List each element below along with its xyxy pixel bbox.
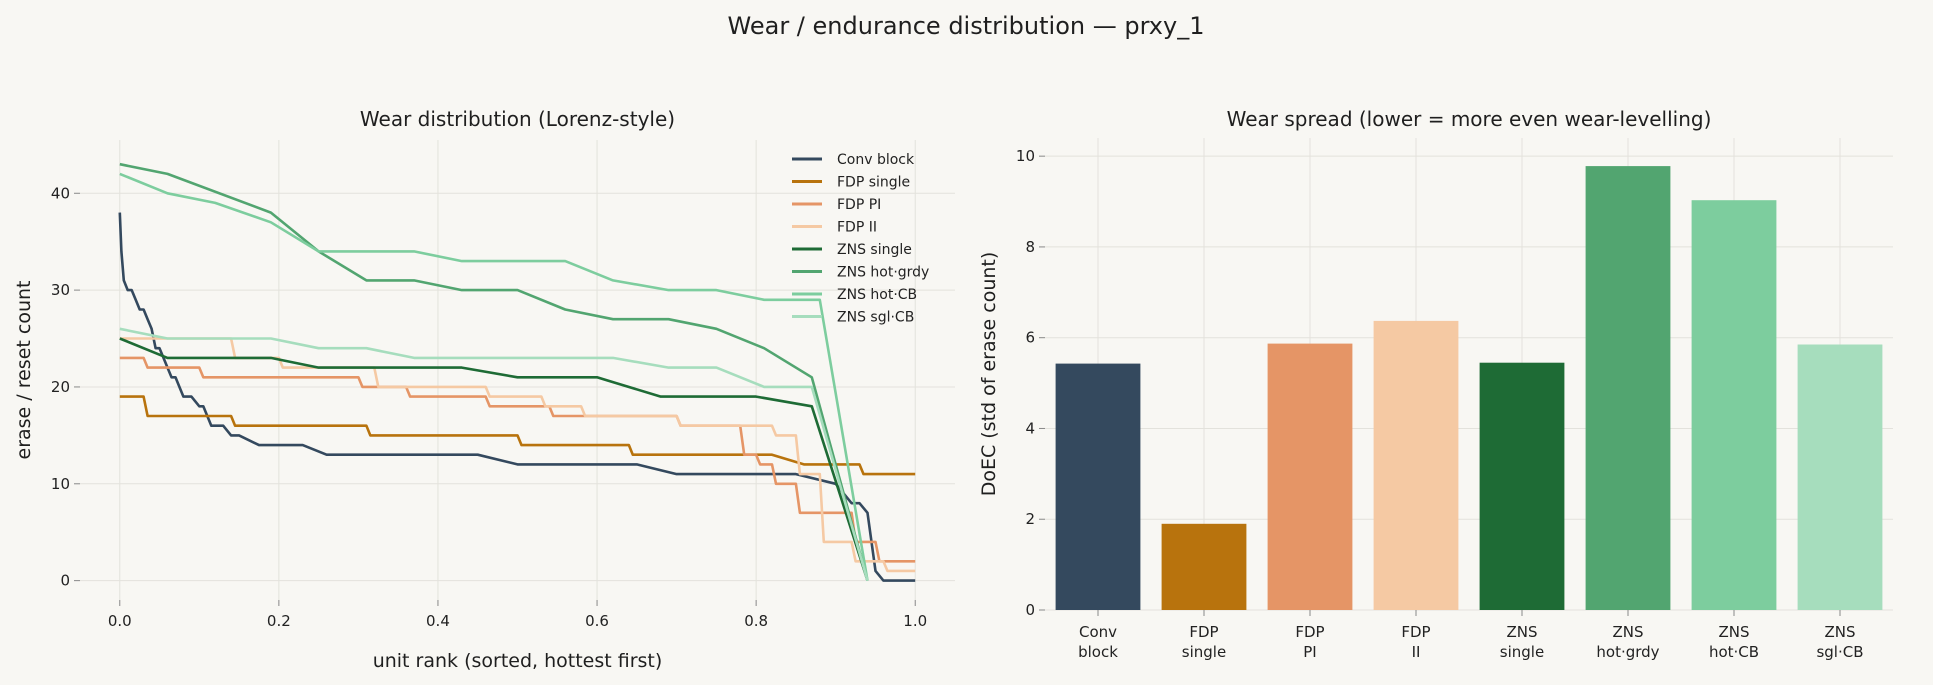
left-chart-x-axis-label: unit rank (sorted, hottest first) (373, 650, 663, 672)
category-label-1: FDP (1189, 623, 1218, 641)
category-label-3: FDP (1401, 623, 1430, 641)
right-y-tick-label: 8 (1025, 238, 1035, 256)
right-y-tick-label: 0 (1025, 601, 1035, 619)
right-chart-category-labels: Conv block FDP single FDP PI FDP II ZNS single ZNS… (1078, 623, 1863, 661)
right-chart-y-axis-label: DoEC (std of erase count) (978, 252, 1000, 497)
left-y-tick-label: 10 (51, 475, 70, 493)
left-x-tick-label: 0.4 (426, 612, 450, 630)
line-series-2 (119, 356, 916, 563)
line-series-3 (119, 337, 916, 573)
left-chart-series (118, 162, 916, 582)
left-y-tick-label: 0 (60, 572, 70, 590)
legend-label-2: FDP PI (837, 197, 881, 213)
right-chart-title: Wear spread (lower = more even wear-leve… (1227, 107, 1712, 131)
legend-label-4: ZNS single (837, 242, 912, 258)
category-label-6: hot·CB (1709, 643, 1759, 661)
legend-label-0: Conv block (837, 152, 915, 168)
line-series-1 (119, 395, 916, 476)
right-y-tick-label: 6 (1025, 329, 1035, 347)
line-series-4 (119, 337, 869, 581)
line-series-0 (118, 212, 916, 582)
bar-3 (1373, 320, 1459, 610)
category-label-4: single (1500, 643, 1544, 661)
left-x-tick-label: 0.0 (108, 612, 132, 630)
legend-label-7: ZNS sgl·CB (837, 310, 914, 326)
left-x-tick-label: 1.0 (903, 612, 927, 630)
left-chart-panel: Wear distribution (Lorenz-style) 0.0 0.2 0… (13, 107, 955, 672)
left-y-tick-label: 40 (51, 184, 70, 202)
right-y-tick-label: 4 (1025, 419, 1035, 437)
category-label-3: II (1412, 643, 1421, 661)
right-chart-ticks: 0 2 4 6 8 10 (1016, 147, 1841, 619)
right-y-tick-label: 10 (1016, 147, 1035, 165)
category-label-0: block (1078, 643, 1118, 661)
left-chart-title: Wear distribution (Lorenz-style) (360, 107, 675, 131)
right-chart-bars (1055, 166, 1883, 610)
category-label-0: Conv (1079, 623, 1117, 641)
category-label-6: ZNS (1718, 623, 1749, 641)
category-label-4: ZNS (1506, 623, 1537, 641)
bar-5 (1585, 166, 1671, 610)
category-label-5: ZNS (1612, 623, 1643, 641)
bar-2 (1267, 343, 1353, 610)
bar-7 (1797, 344, 1883, 610)
line-series-6 (119, 172, 869, 581)
category-label-2: PI (1303, 643, 1316, 661)
bar-4 (1479, 362, 1565, 610)
left-chart-y-axis-label: erase / reset count (13, 281, 35, 460)
category-label-7: ZNS (1824, 623, 1855, 641)
category-label-2: FDP (1295, 623, 1324, 641)
left-x-tick-label: 0.6 (585, 612, 609, 630)
category-label-1: single (1182, 643, 1226, 661)
bar-6 (1691, 200, 1777, 610)
right-chart-panel: Wear spread (lower = more even wear-leve… (978, 107, 1893, 661)
bar-1 (1161, 523, 1247, 610)
category-label-5: hot·grdy (1596, 643, 1659, 661)
legend-label-5: ZNS hot·grdy (837, 265, 929, 281)
left-chart-legend: Conv block FDP single FDP PI FDP II ZNS sing… (792, 152, 929, 326)
category-label-7: sgl·CB (1816, 643, 1863, 661)
left-chart-ticks: 0.0 0.2 0.4 0.6 0.8 1.0 0 10 20 30 40 (51, 184, 927, 630)
line-series-5 (119, 162, 869, 581)
legend-label-3: FDP II (837, 220, 877, 236)
line-series-7 (119, 327, 869, 581)
figure-title: Wear / endurance distribution — prxy_1 (728, 12, 1205, 40)
left-x-tick-label: 0.8 (744, 612, 768, 630)
right-y-tick-label: 2 (1025, 510, 1035, 528)
left-y-tick-label: 20 (51, 378, 70, 396)
left-y-tick-label: 30 (51, 281, 70, 299)
left-x-tick-label: 0.2 (267, 612, 291, 630)
legend-label-6: ZNS hot·CB (837, 287, 917, 303)
legend-label-1: FDP single (837, 175, 910, 191)
bar-0 (1055, 363, 1141, 610)
